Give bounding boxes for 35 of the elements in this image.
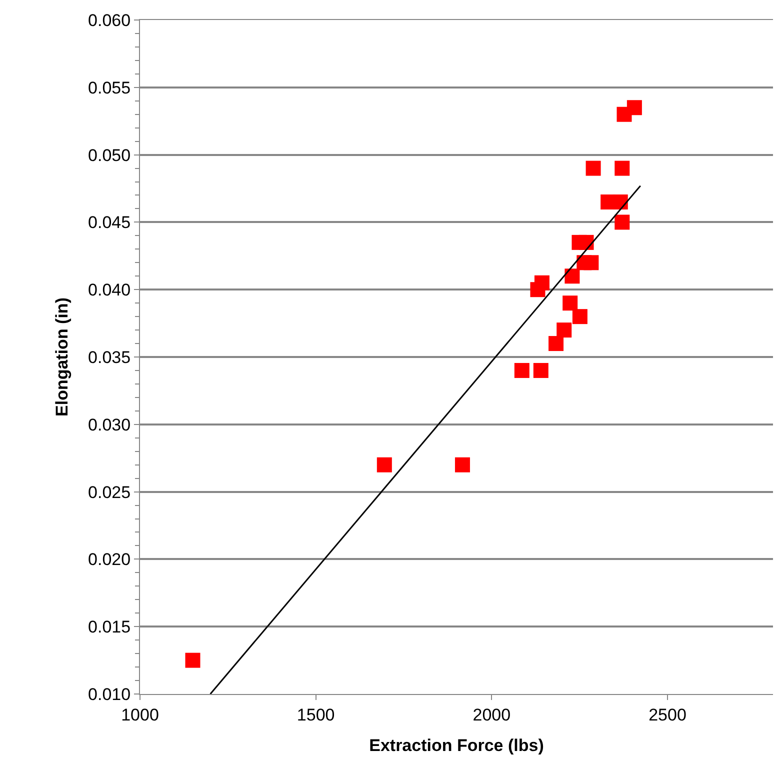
y-tick-label: 0.060 (88, 10, 131, 30)
point (454, 457, 470, 472)
point (548, 336, 564, 352)
y-tick-label: 0.045 (88, 213, 131, 232)
point (572, 309, 588, 324)
x-tick-label: 2500 (648, 705, 686, 724)
point (578, 234, 594, 250)
y-tick-label: 0.025 (88, 482, 131, 502)
point (533, 362, 548, 378)
point (614, 160, 630, 176)
point (626, 100, 642, 116)
y-tick-label: 0.050 (88, 146, 131, 165)
y-tick-label: 0.015 (88, 618, 131, 637)
x-tick-label: 1500 (296, 705, 335, 724)
point (185, 652, 200, 668)
point (562, 296, 578, 311)
x-axis-title: Extraction Force (lbs) (369, 736, 544, 755)
point (534, 275, 550, 290)
point (564, 268, 580, 284)
point (614, 214, 630, 230)
y-tick-label: 0.035 (88, 348, 131, 367)
point (556, 322, 572, 338)
point (586, 160, 601, 176)
point (514, 362, 530, 378)
point (584, 255, 599, 270)
y-axis-title: Elongation (in) (52, 298, 72, 416)
y-tick-label: 0.040 (88, 280, 131, 300)
y-tick-label: 0.055 (88, 78, 131, 98)
x-tick-label: 2000 (472, 705, 511, 724)
point (376, 457, 392, 472)
y-tick-label: 0.030 (88, 415, 131, 434)
point (612, 194, 628, 210)
x-tick-label: 1000 (121, 705, 159, 724)
y-tick-label: 0.020 (88, 550, 131, 570)
y-tick-label: 0.010 (88, 684, 131, 704)
